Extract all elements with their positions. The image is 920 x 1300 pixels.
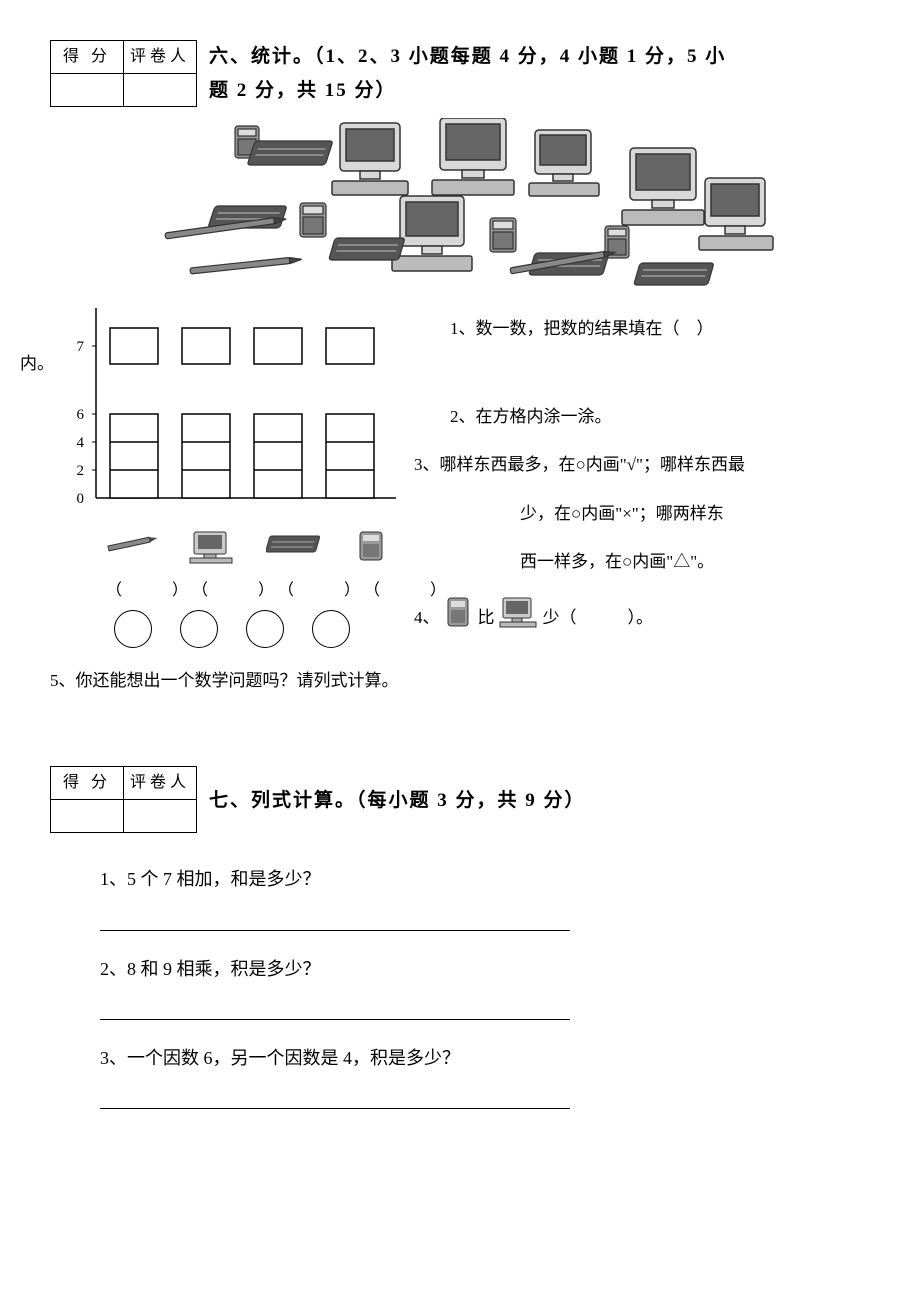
questions-right: 1、数一数，把数的结果填在（ ） 内。 2、在方格内涂一涂。 3、哪样东西最多，…	[410, 298, 870, 640]
circle-1[interactable]	[114, 610, 152, 648]
circles-row	[50, 610, 410, 648]
answer-line-1[interactable]	[100, 904, 570, 931]
svg-text:7: 7	[77, 339, 85, 355]
grader-header: 评卷人	[124, 41, 197, 74]
score-table-6: 得 分 评卷人	[50, 40, 197, 107]
grader-header: 评卷人	[124, 767, 197, 800]
score-header: 得 分	[51, 767, 124, 800]
grader-cell[interactable]	[124, 800, 197, 833]
calculator-icon	[352, 530, 392, 574]
q4-post: 少（ ）。	[543, 603, 654, 634]
q3c: 西一样多，在○内画"△"。	[450, 547, 870, 578]
paren-3[interactable]: （ ）	[278, 577, 346, 606]
answer-line-2[interactable]	[100, 993, 570, 1020]
q1: 1、数一数，把数的结果填在（ ）	[450, 314, 870, 345]
section-6: 得 分 评卷人 六、统计。（1、2、3 小题每题 4 分，4 小题 1 分，5 …	[50, 40, 870, 696]
svg-text:4: 4	[77, 435, 85, 451]
calculator-icon	[444, 596, 474, 641]
section-7: 得 分 评卷人 七、列式计算。（每小题 3 分，共 9 分） 1、5 个 7 相…	[50, 766, 870, 1109]
computer-icon	[186, 530, 240, 574]
q7-3: 3、一个因数 6，另一个因数是 4，积是多少？	[100, 1042, 870, 1074]
svg-text:0: 0	[77, 491, 85, 507]
score-header: 得 分	[51, 41, 124, 74]
grader-cell[interactable]	[124, 74, 197, 107]
svg-text:2: 2	[77, 463, 85, 479]
score-cell[interactable]	[51, 800, 124, 833]
question-list: 1、5 个 7 相加，和是多少？ 2、8 和 9 相乘，积是多少？ 3、一个因数…	[100, 863, 870, 1109]
paren-2[interactable]: （ ）	[192, 577, 260, 606]
computer-icon	[499, 596, 539, 641]
score-cell[interactable]	[51, 74, 124, 107]
paren-4[interactable]: （ ）	[364, 577, 432, 606]
score-table-7: 得 分 评卷人	[50, 766, 197, 833]
circle-4[interactable]	[312, 610, 350, 648]
title-line-1: 六、统计。（1、2、3 小题每题 4 分，4 小题 1 分，5 小	[209, 46, 726, 67]
q4-mid: 比	[478, 603, 495, 634]
category-icons	[50, 530, 410, 574]
q4: 4、 比 少（ ）。	[414, 596, 870, 641]
paren-1[interactable]: （ ）	[106, 577, 174, 606]
svg-text:6: 6	[77, 407, 85, 423]
q5: 5、你还能想出一个数学问题吗？请列式计算。	[50, 666, 870, 697]
q2: 2、在方格内涂一涂。	[450, 402, 870, 433]
q4-pre: 4、	[414, 603, 440, 634]
items-illustration	[140, 118, 870, 288]
title-line-2: 题 2 分，共 15 分）	[209, 80, 397, 101]
q7-1: 1、5 个 7 相加，和是多少？	[100, 863, 870, 895]
fill-parens-row: （ ） （ ） （ ） （ ）	[50, 577, 410, 606]
circle-2[interactable]	[180, 610, 218, 648]
answer-line-3[interactable]	[100, 1082, 570, 1109]
bar-chart: 0 2 4 6 7	[50, 298, 410, 647]
circle-3[interactable]	[246, 610, 284, 648]
keyboard-icon	[266, 530, 326, 574]
q3b: 少，在○内画"×"；哪两样东	[450, 499, 870, 530]
pencil-icon	[106, 530, 160, 574]
q7-2: 2、8 和 9 相乘，积是多少？	[100, 953, 870, 985]
q3a: 3、哪样东西最多，在○内画"√"；哪样东西最	[414, 450, 870, 481]
